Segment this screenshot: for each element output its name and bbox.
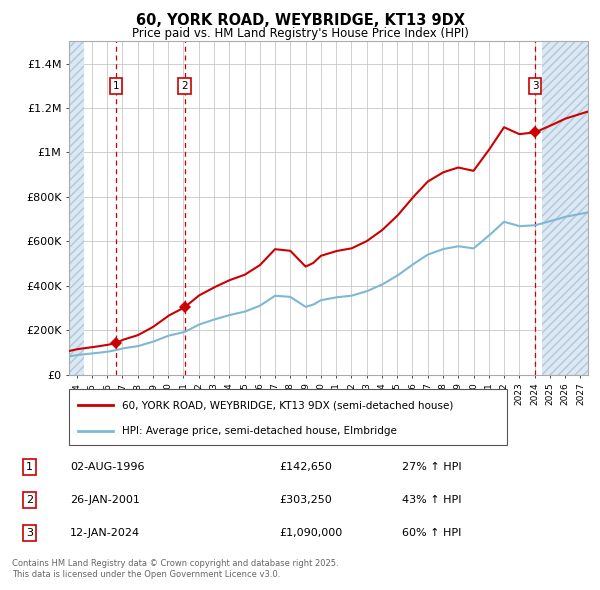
Bar <box>69 41 84 375</box>
Text: 3: 3 <box>26 528 33 538</box>
Text: This data is licensed under the Open Government Licence v3.0.: This data is licensed under the Open Gov… <box>12 571 280 579</box>
Text: 27% ↑ HPI: 27% ↑ HPI <box>402 462 461 472</box>
Text: £1,090,000: £1,090,000 <box>280 528 343 538</box>
Bar <box>542 41 588 375</box>
Text: 1: 1 <box>26 462 33 472</box>
Text: Price paid vs. HM Land Registry's House Price Index (HPI): Price paid vs. HM Land Registry's House … <box>131 27 469 40</box>
Text: 02-AUG-1996: 02-AUG-1996 <box>70 462 145 472</box>
Text: 2: 2 <box>181 81 188 91</box>
Text: 43% ↑ HPI: 43% ↑ HPI <box>402 495 461 505</box>
Text: 60% ↑ HPI: 60% ↑ HPI <box>402 528 461 538</box>
Text: HPI: Average price, semi-detached house, Elmbridge: HPI: Average price, semi-detached house,… <box>122 426 397 436</box>
Text: £142,650: £142,650 <box>280 462 332 472</box>
Text: 3: 3 <box>532 81 538 91</box>
Text: 26-JAN-2001: 26-JAN-2001 <box>70 495 140 505</box>
Text: 12-JAN-2024: 12-JAN-2024 <box>70 528 140 538</box>
Text: 1: 1 <box>113 81 119 91</box>
FancyBboxPatch shape <box>69 389 507 445</box>
Text: 60, YORK ROAD, WEYBRIDGE, KT13 9DX (semi-detached house): 60, YORK ROAD, WEYBRIDGE, KT13 9DX (semi… <box>122 400 453 410</box>
Text: Contains HM Land Registry data © Crown copyright and database right 2025.: Contains HM Land Registry data © Crown c… <box>12 559 338 568</box>
Text: 60, YORK ROAD, WEYBRIDGE, KT13 9DX: 60, YORK ROAD, WEYBRIDGE, KT13 9DX <box>136 13 464 28</box>
Text: £303,250: £303,250 <box>280 495 332 505</box>
Text: 2: 2 <box>26 495 33 505</box>
